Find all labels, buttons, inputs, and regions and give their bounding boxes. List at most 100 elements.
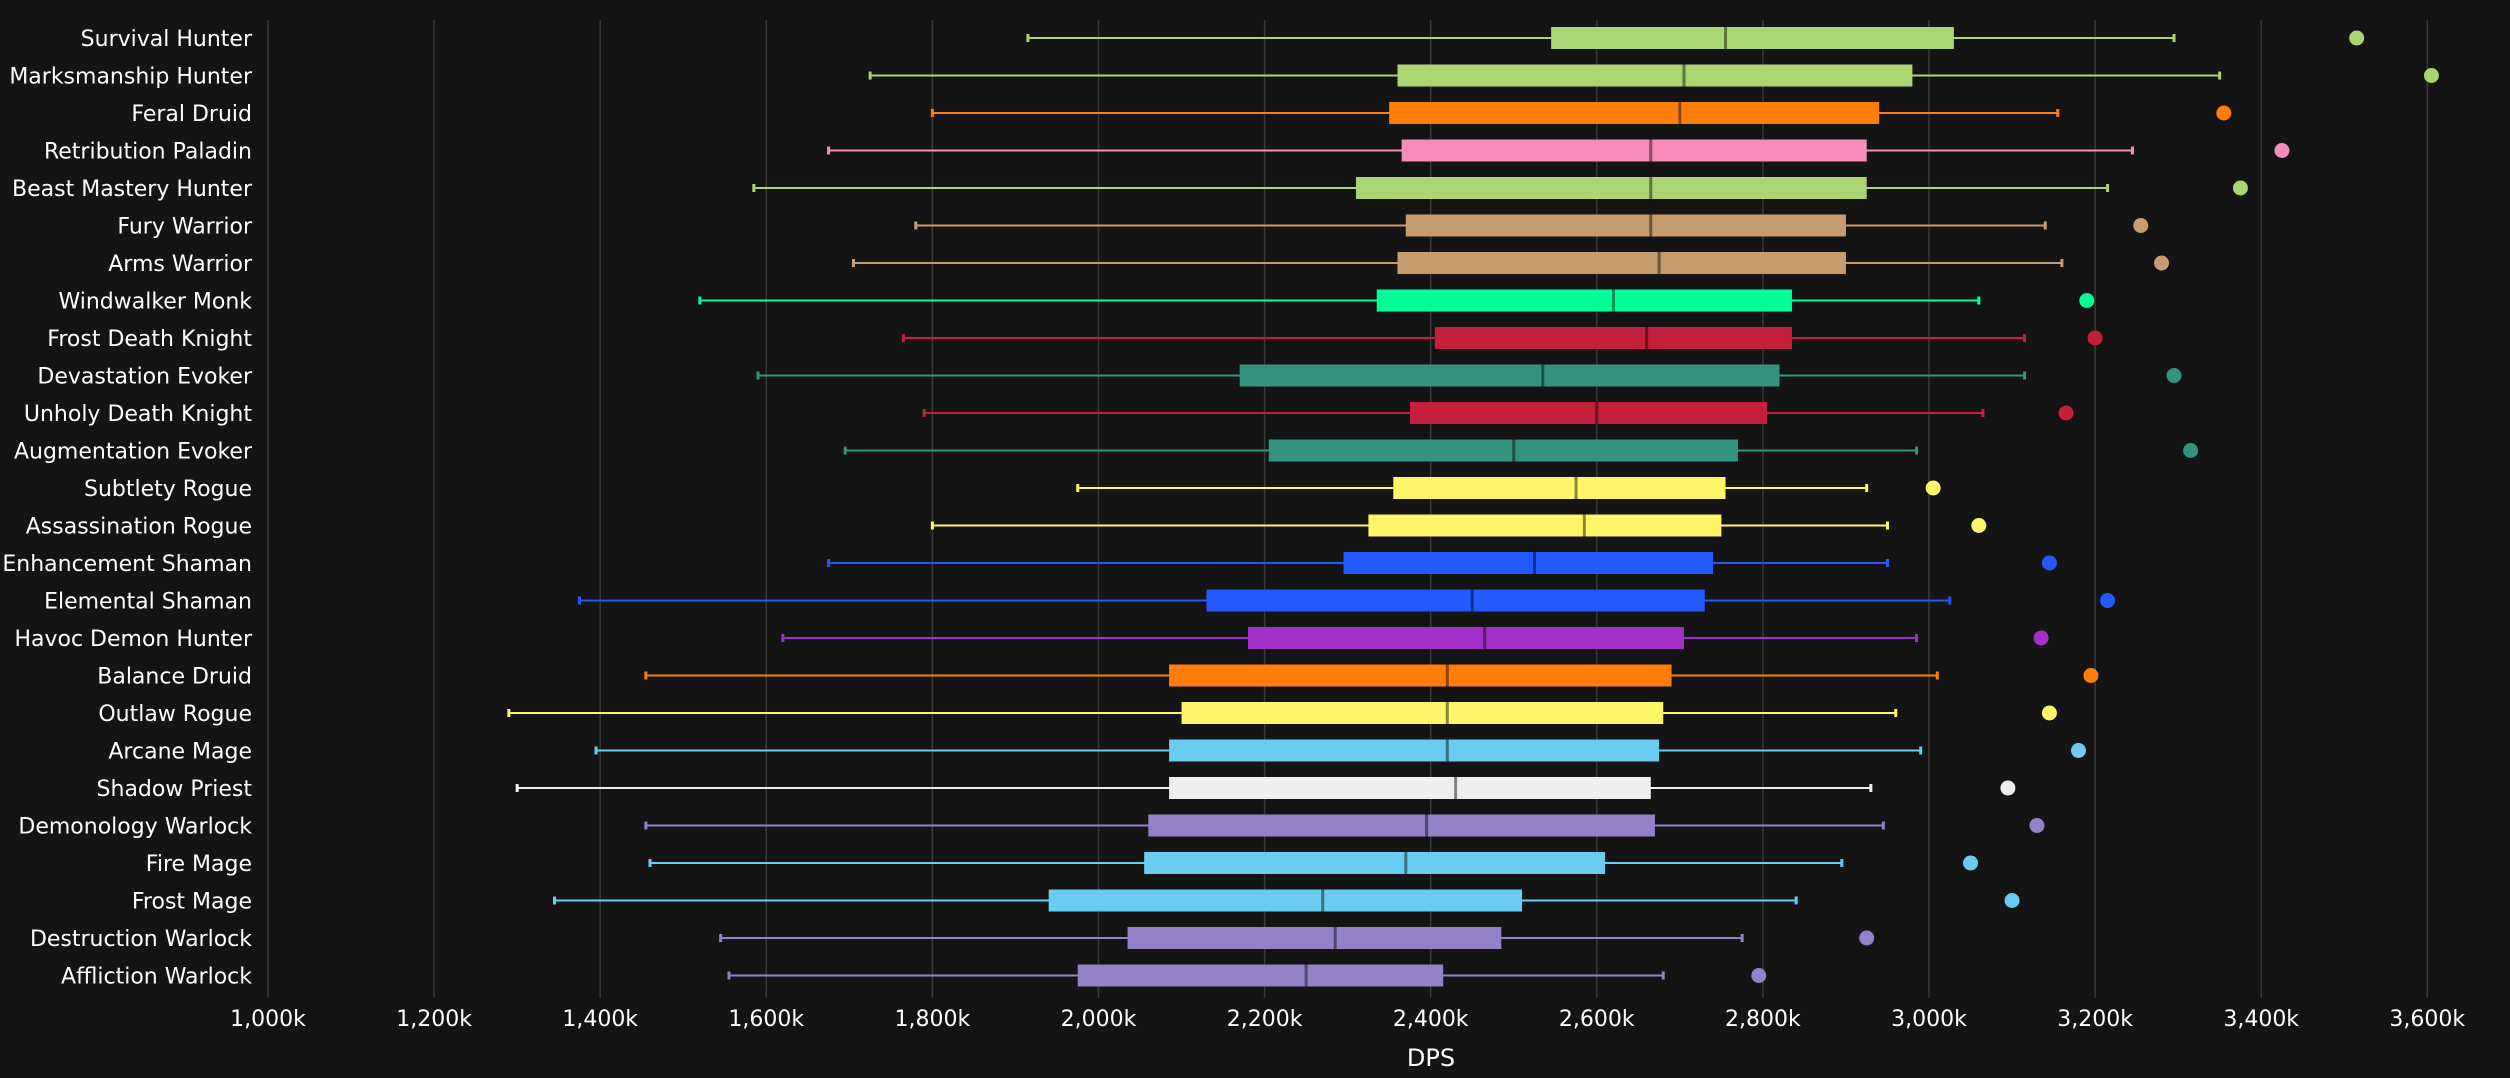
iqr-box: [1409, 402, 1768, 424]
spec-label: Windwalker Monk: [58, 290, 252, 315]
spec-box: [930, 102, 2232, 124]
spec-label: Havoc Demon Hunter: [14, 627, 252, 652]
iqr-box: [1389, 102, 1880, 124]
spec-box: [577, 589, 2116, 612]
outlier-point: [1925, 480, 1941, 496]
x-tick-label: 1,600k: [728, 1007, 804, 1032]
spec-box: [594, 739, 2086, 762]
spec-label: Elemental Shaman: [44, 590, 252, 615]
iqr-box: [1144, 852, 1606, 874]
iqr-box: [1368, 514, 1722, 537]
x-tick-label: 2,400k: [1393, 1007, 1469, 1032]
spec-box: [719, 927, 1875, 949]
spec-label: Augmentation Evoker: [14, 440, 253, 465]
outlier-point: [2058, 405, 2074, 421]
outlier-point: [2087, 330, 2103, 346]
outlier-point: [2183, 443, 2199, 458]
spec-box: [727, 964, 1767, 987]
outlier-point: [2041, 705, 2057, 721]
outlier-point: [2100, 593, 2116, 608]
x-tick-label: 2,800k: [1725, 1007, 1801, 1032]
spec-label: Arms Warrior: [108, 252, 253, 277]
x-tick-label: 3,600k: [2389, 1007, 2465, 1032]
spec-box: [930, 514, 1987, 537]
spec-labels: Survival Hunter Marksmanship Hunter Feral …: [2, 27, 253, 990]
outlier-point: [2232, 180, 2248, 196]
iqr-box: [1169, 739, 1660, 762]
spec-label: Feral Druid: [131, 102, 252, 127]
x-tick-label: 2,000k: [1061, 1007, 1137, 1032]
spec-label: Arcane Mage: [108, 740, 252, 765]
outlier-point: [2349, 30, 2365, 46]
spec-label: Fury Warrior: [117, 215, 253, 240]
spec-box: [827, 552, 2057, 574]
spec-box: [868, 64, 2439, 87]
x-axis-ticks: 1,000k 1,200k 1,400k 1,600k 1,800k 2,000k 2,20…: [230, 1007, 2465, 1032]
x-tick-label: 3,000k: [1891, 1007, 1967, 1032]
iqr-box: [1393, 477, 1726, 499]
spec-box: [515, 777, 2016, 799]
box-series: [507, 27, 2439, 987]
spec-box: [1026, 27, 2365, 49]
iqr-box: [1148, 814, 1655, 837]
spec-label: Marksmanship Hunter: [9, 65, 253, 90]
spec-label: Devastation Evoker: [37, 365, 253, 390]
spec-box: [756, 364, 2182, 387]
x-tick-label: 1,800k: [895, 1007, 971, 1032]
iqr-box: [1355, 177, 1867, 199]
x-tick-label: 1,400k: [562, 1007, 638, 1032]
spec-label: Fire Mage: [146, 852, 252, 877]
spec-box: [827, 139, 2290, 162]
spec-box: [922, 402, 2074, 424]
grid-lines: [267, 20, 2429, 998]
x-tick-label: 1,200k: [396, 1007, 472, 1032]
outlier-point: [2274, 143, 2290, 158]
spec-box: [852, 252, 2170, 274]
spec-label: Survival Hunter: [81, 27, 253, 52]
spec-label: Enhancement Shaman: [2, 552, 252, 577]
outlier-point: [2423, 68, 2439, 83]
spec-label: Unholy Death Knight: [24, 402, 252, 427]
outlier-point: [2083, 668, 2099, 683]
spec-label: Shadow Priest: [97, 777, 253, 802]
spec-box: [781, 627, 2049, 649]
spec-box: [914, 214, 2149, 237]
spec-box: [507, 702, 2057, 724]
spec-box: [1076, 477, 1941, 499]
x-tick-label: 3,400k: [2223, 1007, 2299, 1032]
x-tick-label: 2,600k: [1559, 1007, 1635, 1032]
iqr-box: [1206, 589, 1705, 612]
spec-label: Frost Mage: [132, 890, 252, 915]
iqr-box: [1397, 252, 1846, 274]
iqr-box: [1401, 139, 1867, 162]
iqr-box: [1077, 964, 1444, 987]
outlier-point: [2166, 368, 2182, 383]
outlier-point: [2004, 893, 2020, 908]
outlier-point: [1963, 855, 1979, 871]
outlier-point: [1751, 968, 1767, 983]
spec-label: Demonology Warlock: [18, 815, 252, 840]
spec-box: [901, 327, 2103, 349]
spec-box: [553, 889, 2020, 912]
outlier-point: [2033, 630, 2049, 646]
spec-label: Retribution Paladin: [44, 140, 252, 165]
x-tick-label: 1,000k: [230, 1007, 306, 1032]
x-tick-label: 2,200k: [1227, 1007, 1303, 1032]
iqr-box: [1405, 214, 1846, 237]
outlier-point: [1971, 518, 1987, 533]
spec-box: [698, 289, 2095, 312]
iqr-box: [1434, 327, 1792, 349]
spec-box: [648, 852, 1979, 874]
iqr-box: [1247, 627, 1685, 649]
outlier-point: [2079, 293, 2095, 308]
iqr-box: [1169, 777, 1651, 799]
iqr-box: [1169, 664, 1672, 687]
x-axis-title: DPS: [1407, 1044, 1455, 1072]
spec-label: Destruction Warlock: [30, 927, 252, 952]
spec-label: Assassination Rogue: [26, 515, 252, 540]
iqr-box: [1127, 927, 1502, 949]
spec-label: Balance Druid: [97, 665, 252, 690]
outlier-point: [2070, 743, 2086, 758]
iqr-box: [1397, 64, 1913, 87]
